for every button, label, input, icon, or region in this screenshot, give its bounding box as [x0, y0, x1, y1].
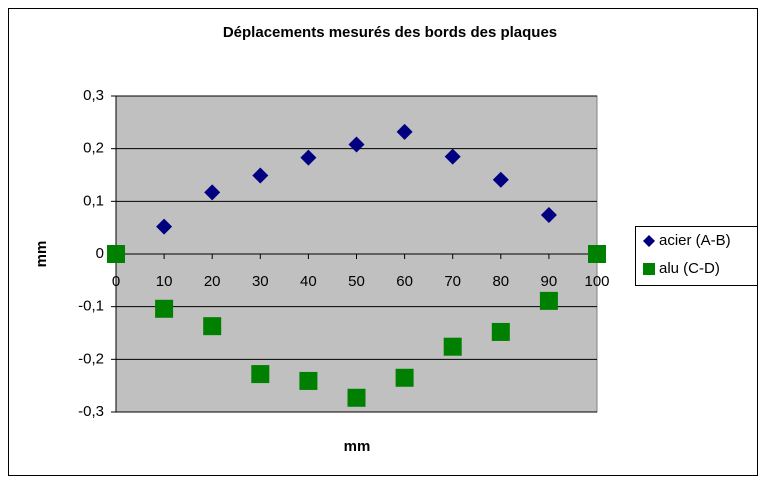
legend-marker — [643, 235, 655, 247]
y-tick-label: 0,2 — [83, 140, 104, 157]
point — [107, 245, 125, 263]
point — [347, 388, 366, 407]
legend-marker — [643, 263, 655, 275]
x-tick-label: 10 — [156, 273, 173, 290]
chart-title: Déplacements mesurés des bords des plaqu… — [223, 24, 557, 41]
point — [396, 123, 413, 140]
y-tick-label: -0,3 — [78, 403, 104, 420]
legend — [635, 226, 758, 286]
point — [588, 245, 606, 263]
point — [444, 148, 461, 165]
y-tick-label: 0,1 — [83, 192, 104, 209]
legend-label: acier (A-B) — [659, 232, 731, 249]
point — [395, 368, 414, 387]
y-tick-label: -0,1 — [78, 298, 104, 315]
y-tick-label: -0,2 — [78, 350, 104, 367]
legend-label: alu (C-D) — [659, 260, 720, 277]
point — [540, 207, 557, 224]
x-axis-label: mm — [344, 438, 371, 455]
y-tick-label: 0,3 — [83, 87, 104, 104]
point — [300, 149, 317, 166]
point — [251, 365, 270, 384]
y-tick-label: 0 — [96, 245, 104, 262]
x-tick-label: 0 — [112, 273, 120, 290]
point — [156, 218, 173, 235]
point — [491, 322, 510, 341]
x-tick-label: 70 — [444, 273, 461, 290]
point — [204, 184, 221, 201]
point — [203, 317, 222, 336]
x-tick-label: 30 — [252, 273, 269, 290]
x-tick-label: 100 — [584, 273, 609, 290]
x-tick-label: 90 — [541, 273, 558, 290]
x-tick-label: 50 — [348, 273, 365, 290]
point — [348, 136, 365, 153]
x-tick-label: 60 — [396, 273, 413, 290]
point — [539, 291, 558, 310]
x-tick-label: 40 — [300, 273, 317, 290]
point — [299, 371, 318, 390]
y-axis-label: mm — [33, 241, 50, 268]
x-tick-label: 20 — [204, 273, 221, 290]
point — [252, 167, 269, 184]
point — [492, 171, 509, 188]
point — [155, 299, 174, 318]
x-tick-label: 80 — [492, 273, 509, 290]
point — [443, 337, 462, 356]
